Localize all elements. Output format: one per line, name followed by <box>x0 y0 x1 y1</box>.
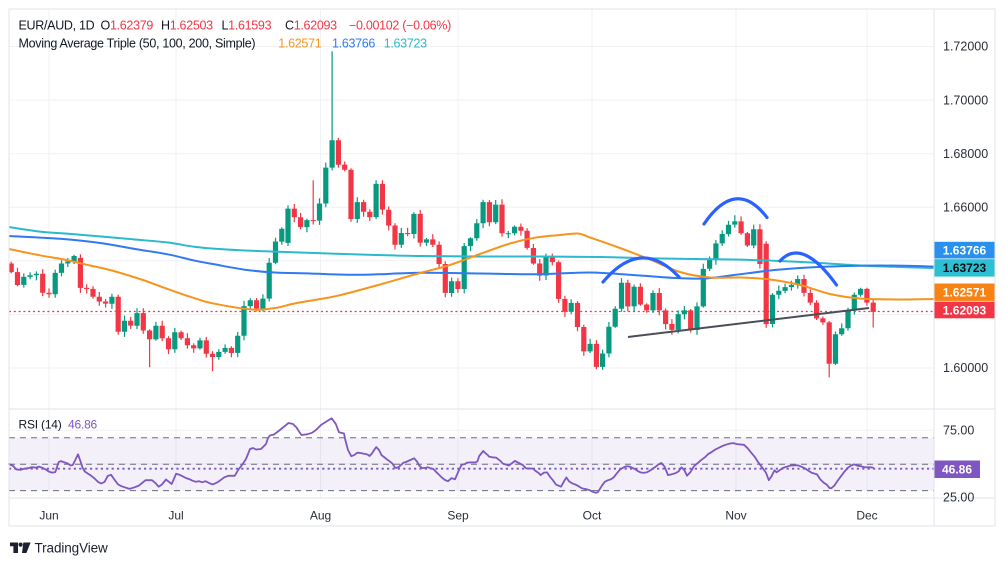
svg-text:Aug: Aug <box>310 509 331 523</box>
svg-text:1.63723: 1.63723 <box>943 261 987 275</box>
svg-text:1.63766: 1.63766 <box>943 244 987 258</box>
svg-text:Moving Average Triple (50, 100: Moving Average Triple (50, 100, 200, Sim… <box>19 37 428 51</box>
svg-text:Sep: Sep <box>447 509 469 523</box>
svg-text:25.00: 25.00 <box>943 491 974 505</box>
svg-text:Dec: Dec <box>856 509 877 523</box>
svg-text:1.62093: 1.62093 <box>943 303 987 317</box>
svg-text:Jun: Jun <box>39 509 58 523</box>
svg-text:1.68000: 1.68000 <box>943 147 988 161</box>
svg-text:1.66000: 1.66000 <box>943 200 988 214</box>
svg-text:1.70000: 1.70000 <box>943 93 988 107</box>
svg-text:1.62571: 1.62571 <box>943 286 987 300</box>
svg-text:RSI (14)46.86: RSI (14) 46.86 <box>19 417 98 431</box>
svg-text:46.86: 46.86 <box>942 462 972 476</box>
svg-text:Oct: Oct <box>583 509 602 523</box>
svg-text:EUR/AUD, 1D O1.62379 H1.62503: EUR/AUD, 1D O1.62379 H1.62503 L1.61593 C… <box>19 19 452 33</box>
svg-text:1.60000: 1.60000 <box>943 361 988 375</box>
svg-text:75.00: 75.00 <box>943 424 974 438</box>
svg-text:Nov: Nov <box>725 509 746 523</box>
svg-text:1.72000: 1.72000 <box>943 40 988 54</box>
svg-text:TradingView: TradingView <box>35 541 109 556</box>
svg-text:Jul: Jul <box>168 509 183 523</box>
